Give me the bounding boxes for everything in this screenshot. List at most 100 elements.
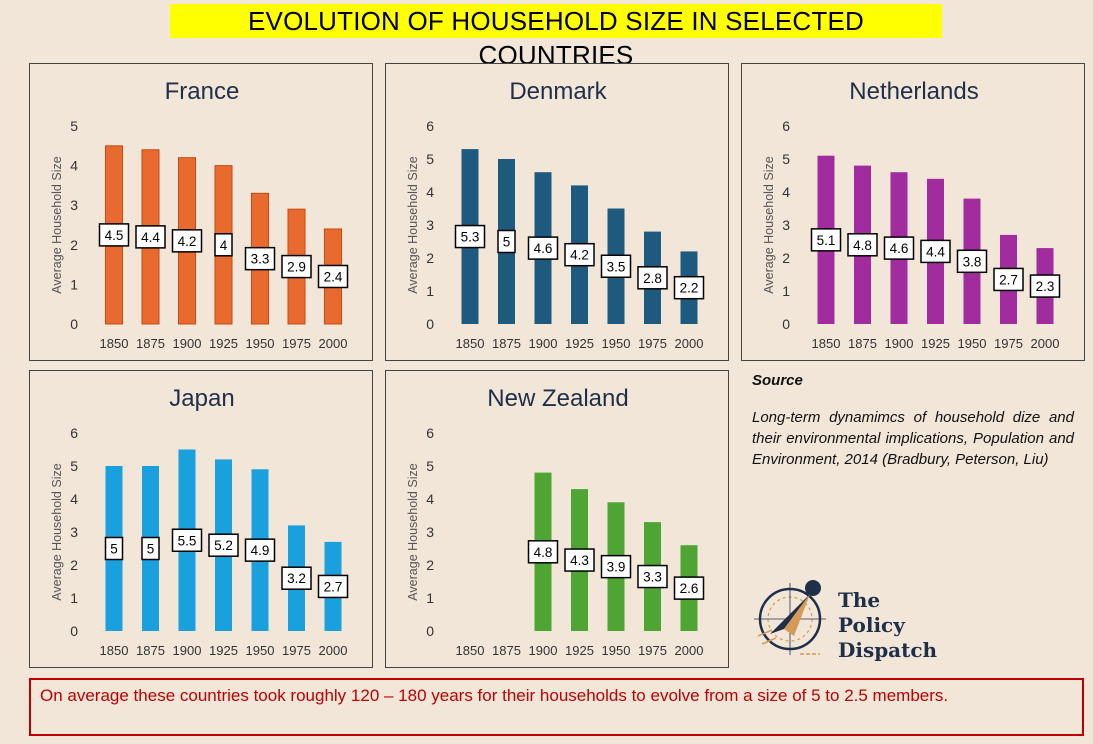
- data-label-box: [564, 242, 595, 267]
- x-tick-label: 1925: [209, 643, 238, 658]
- x-tick-label: 1850: [456, 643, 485, 658]
- footnote: On average these countries took roughly …: [29, 678, 1084, 736]
- data-label: 2.3: [1036, 279, 1055, 294]
- data-label-box: [527, 540, 559, 564]
- x-tick-label: 2000: [675, 336, 704, 351]
- y-tick-label: 2: [70, 557, 78, 573]
- data-label-box: [637, 564, 668, 589]
- data-label-box: [317, 574, 349, 599]
- y-tick-label: 0: [70, 316, 78, 332]
- data-label: 2.4: [324, 269, 343, 284]
- x-tick-label: 1900: [529, 336, 558, 351]
- data-label-box: [497, 229, 516, 254]
- x-tick-label: 1925: [565, 643, 594, 658]
- chart-panel-new-zealand: New Zealand Average Household Size 0 1 2 3 4 5 6…: [385, 370, 729, 668]
- source-heading: Source: [752, 372, 803, 389]
- y-tick-label: 0: [426, 316, 434, 332]
- data-label-box: [993, 267, 1024, 292]
- x-tick-label: 1925: [209, 336, 238, 351]
- y-tick-label: 0: [70, 623, 78, 639]
- chart-panel-denmark: Denmark Average Household Size 0 1 2 3 4 5 6 1850…: [385, 63, 729, 361]
- data-label: 4.4: [141, 230, 160, 245]
- data-label: 4.8: [853, 238, 872, 253]
- data-label-box: [104, 536, 124, 561]
- y-tick-label: 3: [426, 217, 434, 233]
- data-label: 2.7: [324, 579, 343, 594]
- data-label: 5.5: [178, 533, 197, 548]
- data-label: 2.8: [643, 271, 662, 286]
- data-label: 4.8: [534, 545, 553, 560]
- data-label-box: [600, 554, 632, 579]
- chart-title-denmark: Denmark: [509, 78, 607, 105]
- data-label: 5: [503, 235, 511, 250]
- x-tick-label: 1875: [136, 643, 165, 658]
- y-axis-label: Average Household Size: [406, 463, 420, 600]
- data-label: 5.2: [214, 538, 233, 553]
- data-label: 5.1: [817, 233, 836, 248]
- policy-dispatch-logo: The Policy Dispatch: [750, 574, 950, 664]
- chart-panel-france: France Average Household Size 0 1 2 3 4 5 1850 18…: [29, 63, 373, 361]
- y-tick-label: 1: [782, 283, 790, 299]
- data-label-box: [317, 264, 349, 289]
- data-label-box: [135, 225, 166, 249]
- data-label-box: [673, 275, 705, 300]
- x-tick-label: 1925: [565, 336, 594, 351]
- y-tick-label: 4: [70, 491, 78, 507]
- data-label: 3.5: [607, 259, 626, 274]
- y-tick-label: 1: [426, 590, 434, 606]
- data-label-box: [920, 239, 951, 264]
- data-label-box: [454, 224, 486, 249]
- x-tick-label: 1875: [492, 643, 521, 658]
- x-tick-label: 1950: [246, 336, 275, 351]
- data-label-box: [810, 228, 842, 252]
- data-label-box: [564, 548, 595, 572]
- x-tick-label: 1975: [282, 336, 311, 351]
- data-label-box: [527, 236, 559, 260]
- data-label-box: [1029, 274, 1061, 298]
- y-tick-label: 5: [70, 458, 78, 474]
- data-label: 4.2: [570, 248, 589, 263]
- chart-france: France Average Household Size 0 1 2 3 4 5 1850 18…: [50, 78, 349, 351]
- y-tick-label: 5: [70, 118, 78, 134]
- x-tick-label: 1925: [921, 336, 950, 351]
- data-label: 3.3: [643, 570, 662, 585]
- data-label-box: [208, 533, 239, 557]
- data-label: 4.3: [570, 553, 589, 568]
- chart-title-new-zealand: New Zealand: [487, 385, 628, 412]
- y-tick-label: 6: [426, 425, 434, 441]
- y-axis-label: Average Household Size: [406, 156, 420, 293]
- x-tick-label: 1975: [638, 336, 667, 351]
- data-label-box: [171, 528, 203, 552]
- data-label: 2.2: [680, 281, 699, 296]
- compass-paper-plane-icon: [754, 580, 826, 655]
- x-tick-label: 1975: [638, 643, 667, 658]
- y-tick-label: 0: [426, 623, 434, 639]
- x-tick-label: 2000: [319, 336, 348, 351]
- x-tick-label: 1875: [492, 336, 521, 351]
- x-tick-label: 1900: [885, 336, 914, 351]
- data-label: 3.2: [287, 571, 306, 586]
- data-label-box: [673, 576, 705, 600]
- x-tick-label: 1850: [100, 643, 129, 658]
- y-tick-label: 6: [426, 118, 434, 134]
- data-label: 2.9: [287, 260, 306, 275]
- y-axis-label: Average Household Size: [50, 463, 64, 600]
- logo-line-the: The: [838, 588, 881, 612]
- data-label-box: [98, 223, 130, 247]
- data-label-box: [214, 233, 233, 257]
- data-label-box: [956, 249, 988, 274]
- data-label: 5.3: [461, 230, 480, 245]
- x-tick-label: 1850: [812, 336, 841, 351]
- x-tick-label: 2000: [675, 643, 704, 658]
- x-tick-label: 1975: [282, 643, 311, 658]
- chart-denmark: Denmark Average Household Size 0 1 2 3 4 5 6 1850…: [406, 78, 705, 351]
- x-tick-label: 1850: [456, 336, 485, 351]
- data-label-box: [281, 566, 312, 590]
- x-tick-label: 2000: [319, 643, 348, 658]
- data-label-box: [847, 233, 878, 257]
- y-tick-label: 5: [426, 458, 434, 474]
- x-tick-label: 2000: [1031, 336, 1060, 351]
- data-label: 3.3: [251, 252, 270, 267]
- y-axis-label: Average Household Size: [762, 156, 776, 293]
- chart-panel-netherlands: Netherlands Average Household Size 0 1 2 3 4 5 6…: [741, 63, 1085, 361]
